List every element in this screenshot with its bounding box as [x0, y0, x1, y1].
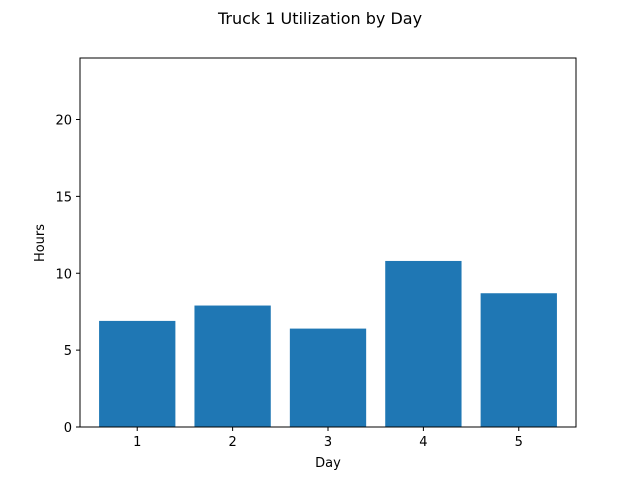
x-tick-label: 3 — [324, 435, 332, 450]
chart-title: Truck 1 Utilization by Day — [217, 9, 422, 28]
x-tick-label: 4 — [419, 435, 427, 450]
y-tick-label: 20 — [55, 114, 72, 129]
y-tick-label: 10 — [55, 267, 72, 282]
bar — [385, 260, 462, 427]
bar — [480, 293, 557, 427]
x-axis-label: Day — [315, 456, 341, 471]
x-tick-label: 5 — [515, 435, 523, 450]
bar — [289, 328, 367, 427]
y-tick-label: 15 — [55, 190, 72, 205]
bar — [99, 320, 176, 427]
y-tick-label: 0 — [64, 421, 72, 436]
bar — [194, 305, 271, 427]
x-tick-label: 2 — [228, 435, 236, 450]
y-axis-label: Hours — [33, 224, 48, 262]
y-tick-label: 5 — [64, 344, 72, 359]
x-tick-label: 1 — [133, 435, 141, 450]
plot-area: 1 2 3 4 5 0 5 10 15 20 — [55, 57, 577, 450]
